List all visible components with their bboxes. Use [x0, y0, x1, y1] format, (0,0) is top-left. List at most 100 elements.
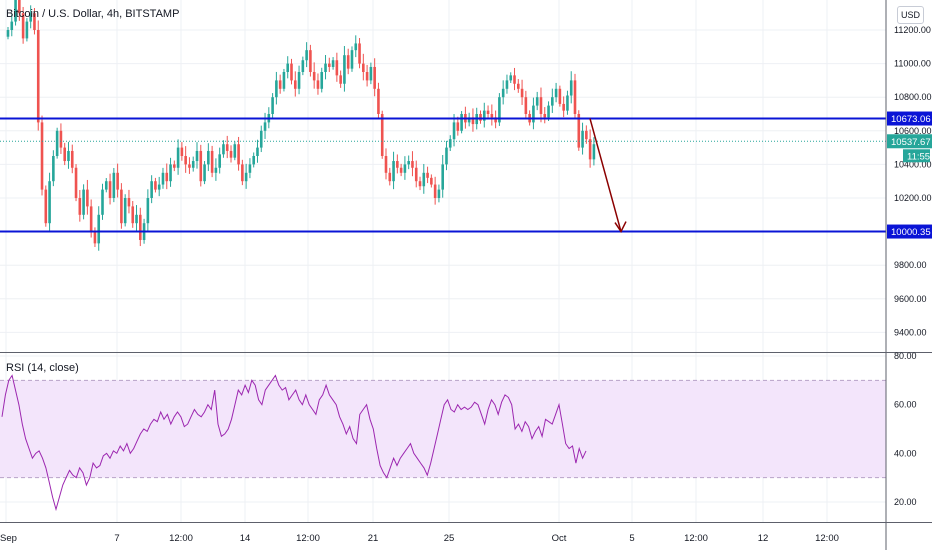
- candle-body: [448, 139, 452, 148]
- candle-body: [157, 184, 161, 190]
- candle-body: [252, 156, 255, 165]
- candle-body: [498, 97, 501, 123]
- candle-body: [241, 164, 244, 182]
- candle-body: [399, 167, 403, 173]
- lower-level-label-bg: [887, 224, 932, 239]
- candle-body: [486, 110, 490, 114]
- candle-body: [86, 189, 89, 207]
- candle-body: [573, 80, 577, 114]
- candle-body: [108, 181, 112, 198]
- candle-body: [339, 75, 342, 84]
- candle-body: [297, 72, 301, 89]
- candle-body: [199, 150, 203, 182]
- price-tick-label: 10400.00: [894, 159, 932, 169]
- candle-body: [6, 30, 10, 37]
- candle-body: [173, 164, 176, 168]
- candle-body: [263, 122, 267, 131]
- candle-body: [203, 164, 206, 182]
- candle-body: [112, 172, 116, 198]
- candle-body: [191, 161, 195, 168]
- candle-body: [520, 88, 524, 98]
- candle-body: [229, 150, 233, 158]
- candle-body: [335, 60, 339, 76]
- rsi-title: RSI (14, close): [6, 362, 79, 374]
- chart-title: Bitcoin / U.S. Dollar, 4h, BITSTAMP: [6, 8, 180, 20]
- candle-body: [271, 97, 274, 114]
- candle-body: [562, 103, 565, 111]
- candle-body: [63, 147, 66, 162]
- time-tick-label: 14: [240, 533, 251, 544]
- candle-body: [18, 0, 21, 14]
- candle-body: [554, 88, 558, 98]
- candle-body: [165, 172, 169, 182]
- candle-body: [543, 114, 547, 118]
- candle-body: [278, 80, 282, 89]
- candle-body: [558, 88, 562, 104]
- time-tick-label: Sep: [0, 533, 17, 544]
- candle-body: [467, 117, 471, 123]
- candle-body: [456, 122, 460, 131]
- candle-body: [380, 114, 384, 156]
- candle-body: [67, 150, 70, 162]
- time-tick-label: Oct: [552, 533, 567, 544]
- candle-body: [535, 97, 539, 106]
- candle-body: [524, 97, 528, 114]
- candle-body: [55, 130, 59, 156]
- candle-body: [214, 167, 218, 173]
- candle-body: [369, 66, 373, 81]
- candle-body: [14, 0, 17, 22]
- candle-body: [25, 21, 29, 39]
- candle-body: [146, 198, 150, 224]
- candle-body: [89, 206, 93, 232]
- candle-body: [305, 50, 308, 61]
- candle-body: [29, 13, 32, 22]
- candle-body: [354, 43, 358, 51]
- price-tick-label: 11000.00: [894, 59, 931, 69]
- candle-body: [207, 150, 210, 165]
- candle-body: [346, 55, 350, 69]
- candle-body: [150, 181, 153, 198]
- candle-body: [316, 80, 320, 89]
- current-price-label: 10537.67: [891, 137, 931, 148]
- candle-body: [569, 80, 573, 96]
- candle-body: [407, 161, 410, 165]
- candle-body: [566, 95, 569, 111]
- candle-body: [120, 189, 123, 224]
- candle-body: [116, 172, 119, 190]
- candle-body: [509, 75, 513, 81]
- upper-level-label: 10673.06: [891, 114, 931, 125]
- candle-body: [286, 63, 290, 72]
- candle-body: [471, 117, 475, 125]
- candle-body: [233, 144, 237, 158]
- candle-body: [139, 214, 142, 240]
- candle-body: [222, 144, 225, 155]
- candle-body: [581, 130, 584, 148]
- candle-body: [551, 97, 554, 106]
- candle-body: [328, 63, 331, 67]
- price-tick-label: 10200.00: [894, 193, 932, 203]
- candle-body: [218, 154, 221, 168]
- price-tick-label: 9400.00: [894, 327, 927, 337]
- candle-body: [365, 72, 369, 81]
- candle-body: [301, 60, 305, 72]
- candle-body: [48, 181, 51, 224]
- candle-body: [101, 189, 104, 215]
- candle-body: [373, 66, 376, 89]
- candle-body: [161, 172, 165, 185]
- candle-body: [396, 161, 399, 168]
- candle-body: [324, 63, 327, 72]
- price-axis-bg: [886, 0, 932, 550]
- candle-body: [350, 50, 354, 69]
- candle-body: [592, 144, 596, 160]
- time-tick-label: 25: [444, 533, 455, 544]
- current-price-label-bg: [887, 134, 932, 149]
- candle-body: [104, 181, 108, 190]
- currency-button[interactable]: USD: [897, 6, 924, 24]
- candle-body: [331, 60, 335, 67]
- candle-body: [135, 214, 138, 224]
- candle-body: [290, 63, 293, 81]
- price-tick-label: 9800.00: [894, 260, 927, 270]
- candle-body: [127, 198, 131, 207]
- candle-body: [93, 231, 97, 244]
